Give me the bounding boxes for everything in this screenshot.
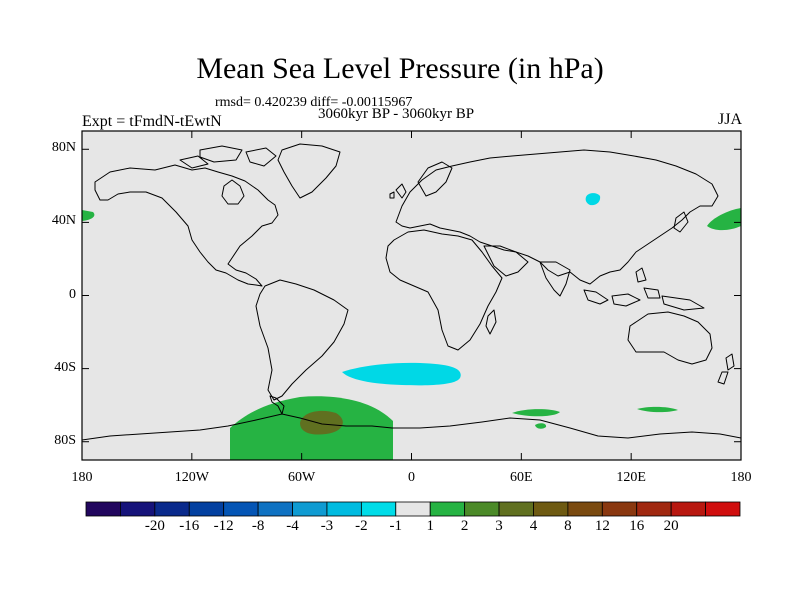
- colorbar-label: -8: [251, 518, 265, 534]
- colorbar-label: -1: [389, 518, 403, 534]
- southeast-asia-islands: [583, 267, 705, 311]
- colorbar-label: -4: [286, 518, 299, 534]
- east-antarctic-positive-anomaly-2: [637, 406, 678, 413]
- colorbar-label: 2: [460, 518, 469, 534]
- colorbar-swatch: [326, 501, 362, 517]
- experiment-label: Expt = tFmdN-tEwtN: [82, 113, 222, 130]
- map-ticks: [81, 131, 742, 460]
- x-tick-label: 120W: [174, 470, 209, 485]
- colorbar-swatch: [360, 501, 397, 517]
- colorbar-swatch: [120, 501, 156, 517]
- colorbar-swatch: [223, 501, 259, 517]
- arabia-coast: [483, 245, 529, 277]
- east-antarctic-positive-anomaly-3: [535, 423, 547, 429]
- hudson-bay: [221, 179, 245, 205]
- japan: [673, 211, 689, 233]
- colorbar-swatch: [188, 501, 225, 517]
- colorbar-swatch: [257, 501, 293, 517]
- colorbar-label: 20: [663, 518, 679, 534]
- period-label: 3060kyr BP - 3060kyr BP: [318, 106, 475, 122]
- colorbar-label: 16: [629, 518, 645, 534]
- colorbar-swatch: [498, 501, 534, 517]
- y-tick-label: 80N: [51, 140, 76, 156]
- colorbar-swatch: [670, 501, 706, 517]
- australia-coast: [627, 311, 713, 365]
- colorbar-swatch: [395, 501, 431, 517]
- colorbar-swatch: [85, 501, 121, 517]
- colorbar-label: 12: [594, 518, 610, 534]
- colorbar-swatch: [464, 501, 500, 517]
- colorbar-swatch: [705, 501, 741, 517]
- x-tick-label: 60W: [288, 470, 316, 485]
- colorbar-label: -16: [179, 518, 200, 534]
- new-zealand: [717, 353, 735, 385]
- north-america-coast: [94, 164, 279, 287]
- colorbar-label: -3: [320, 518, 334, 534]
- colorbar-label: -2: [355, 518, 368, 534]
- x-tick-label: 180: [71, 470, 93, 485]
- colorbar-swatch: [533, 501, 569, 517]
- y-tick-label: 40S: [54, 359, 76, 375]
- colorbar-swatch: [154, 501, 190, 517]
- south-america-coast: [255, 279, 349, 401]
- colorbar-swatch: [601, 501, 638, 517]
- x-tick-label: 120E: [616, 470, 646, 485]
- colorbar-swatch: [429, 501, 466, 517]
- stats-label: rmsd= 0.420239 diff= -0.00115967: [215, 95, 413, 110]
- north-pacific-positive-anomaly-west: [82, 210, 95, 221]
- colorbar-swatch: [567, 501, 603, 517]
- weddell-sea-anomaly-max: [300, 410, 343, 435]
- colorbar-label: -20: [144, 518, 165, 534]
- colorbar-label: 8: [564, 518, 572, 534]
- arctic-islands: [179, 145, 277, 169]
- scandinavia: [417, 161, 453, 197]
- season-label: JJA: [717, 111, 742, 128]
- british-isles: [389, 183, 407, 199]
- antarctic-peninsula: [269, 395, 285, 415]
- map-title: Mean Sea Level Pressure (in hPa): [196, 52, 604, 85]
- antarctica-coast: [82, 413, 741, 441]
- colorbar-label: 1: [426, 518, 434, 534]
- x-tick-label: 0: [408, 470, 415, 485]
- europe-asia-coast: [395, 149, 719, 285]
- india-coast: [539, 261, 571, 297]
- siberia-negative-anomaly: [585, 193, 601, 206]
- east-antarctic-positive-anomaly: [512, 409, 560, 417]
- colorbar-label: 3: [495, 518, 503, 534]
- x-tick-label: 180: [730, 470, 752, 485]
- colorbar-swatch: [636, 501, 672, 517]
- africa-coast: [385, 229, 503, 351]
- y-tick-label: 80S: [54, 432, 76, 448]
- colorbar-label: -12: [213, 518, 234, 534]
- coastlines: [82, 143, 741, 441]
- south-atlantic-negative-anomaly: [342, 362, 461, 386]
- colorbar-label: 4: [529, 518, 538, 534]
- madagascar: [485, 309, 497, 335]
- greenland-coast: [277, 143, 341, 199]
- y-tick-label: 0: [69, 286, 76, 302]
- y-tick-label: 40N: [51, 213, 76, 229]
- x-tick-label: 60E: [510, 470, 533, 485]
- north-pacific-positive-anomaly: [707, 208, 741, 231]
- colorbar-swatch: [292, 501, 328, 517]
